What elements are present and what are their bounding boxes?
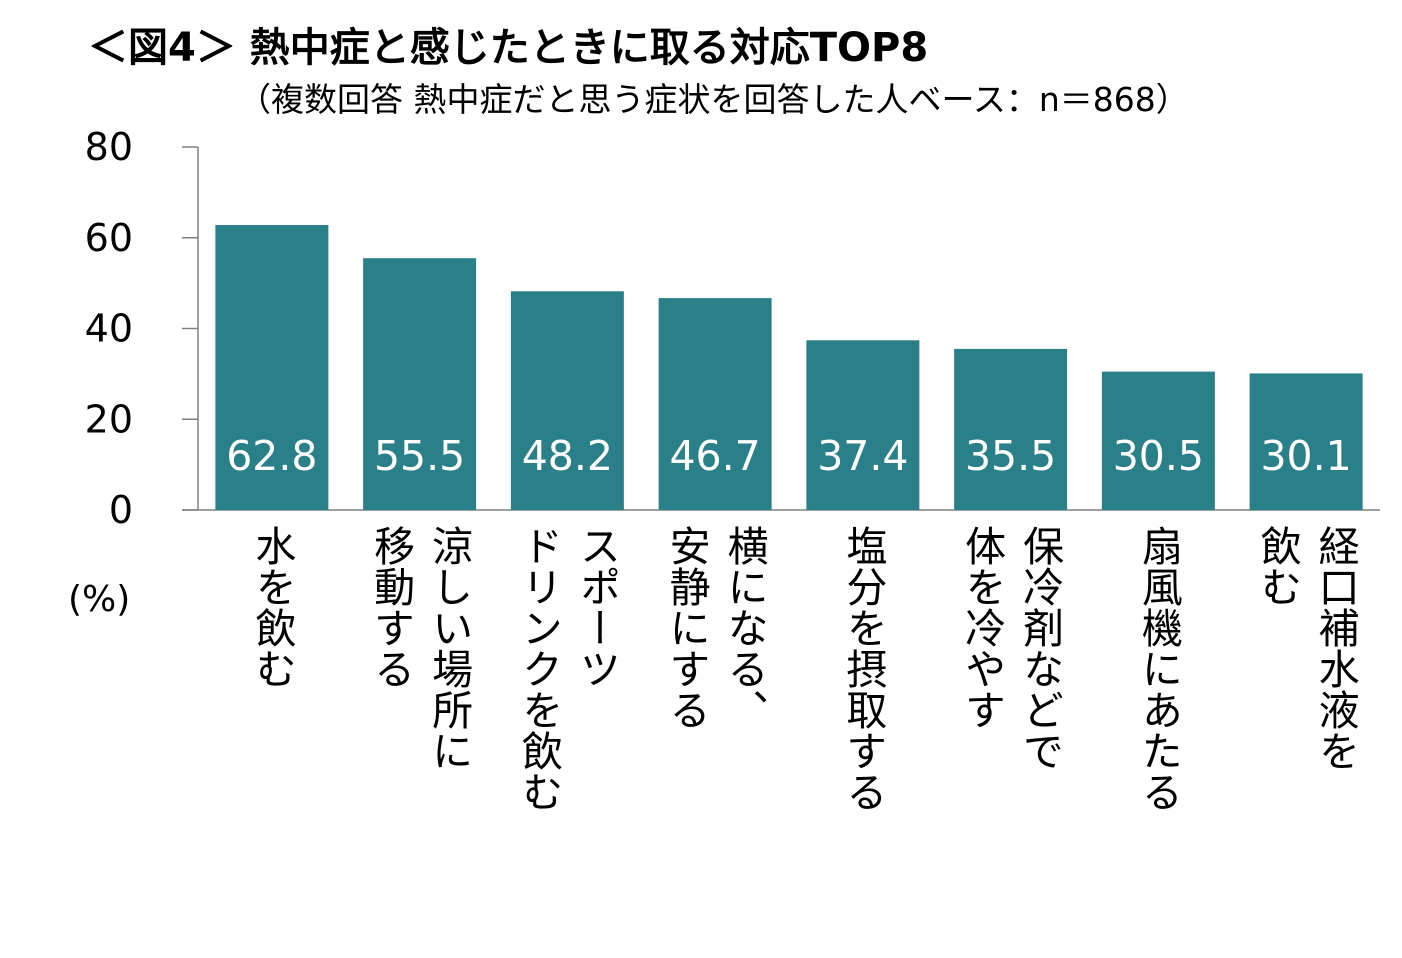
category-label-6: 保冷剤などで 体を冷やす [957, 525, 1064, 771]
bar-value-label-6: 35.5 [965, 432, 1056, 480]
bar-7 [1101, 371, 1215, 510]
y-tick-label-20: 20 [85, 397, 133, 441]
bar-value-label-7: 30.5 [1113, 432, 1204, 480]
category-label-5: 塩分を摂取する [838, 525, 887, 812]
category-label-3: スポーツ ドリンクを飲む [514, 525, 621, 812]
y-tick-label-40: 40 [85, 307, 133, 351]
bar-value-label-5: 37.4 [817, 432, 908, 480]
category-label-8: 経口補水液を 飲む [1253, 525, 1360, 771]
bar-5 [806, 340, 920, 510]
bar-2 [363, 258, 477, 510]
bar-3 [510, 291, 624, 510]
bar-4 [658, 298, 772, 510]
bar-value-label-4: 46.7 [669, 432, 760, 480]
chart-title: ＜図4＞ 熱中症と感じたときに取る対応TOP8 [88, 25, 929, 71]
category-label-1: 水を飲む [247, 525, 296, 689]
bar-value-label-8: 30.1 [1260, 432, 1351, 480]
y-tick-label-80: 80 [85, 125, 133, 169]
bar-1 [215, 225, 329, 511]
category-label-7: 扇風機にあたる [1134, 525, 1183, 812]
chart-subtitle: （複数回答 熱中症だと思う症状を回答した人ベース：n＝868） [238, 80, 1189, 119]
bar-value-label-2: 55.5 [374, 432, 465, 480]
category-label-2: 涼しい場所に 移動する [366, 525, 473, 771]
bar-8 [1249, 373, 1363, 510]
category-label-4: 横になる、 安静にする [662, 525, 769, 730]
y-tick-label-60: 60 [85, 216, 133, 260]
bar-value-label-1: 62.8 [226, 432, 317, 480]
y-tick-label-0: 0 [109, 488, 133, 532]
y-axis-unit-label: (%) [68, 579, 131, 620]
bar-6 [954, 348, 1068, 510]
bar-value-label-3: 48.2 [522, 432, 613, 480]
